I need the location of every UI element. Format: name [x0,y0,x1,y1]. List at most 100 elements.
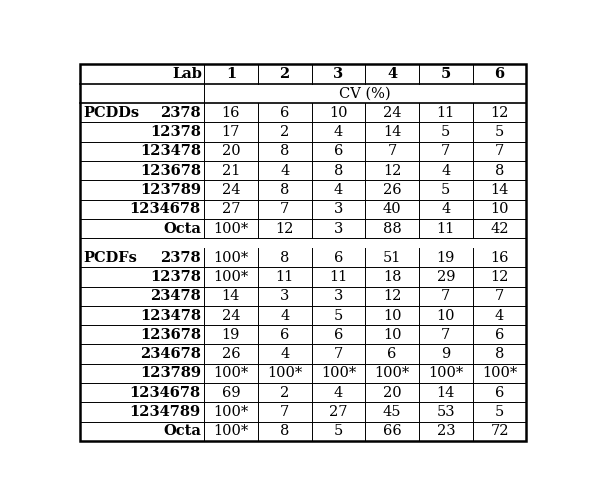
Text: 4: 4 [441,202,451,216]
Text: 27: 27 [221,202,240,216]
Text: 7: 7 [495,289,504,303]
Text: 12: 12 [491,270,509,284]
Text: 8: 8 [280,424,289,439]
Text: CV (%): CV (%) [339,86,391,100]
Text: 8: 8 [280,144,289,158]
Text: 10: 10 [383,308,401,322]
Text: 234678: 234678 [140,347,201,361]
Text: 6: 6 [280,328,289,342]
Text: 20: 20 [221,144,240,158]
Text: 11: 11 [436,106,455,120]
Text: 11: 11 [436,222,455,236]
Text: 24: 24 [383,106,401,120]
Text: 88: 88 [383,222,402,236]
Text: 3: 3 [280,289,289,303]
Text: 16: 16 [490,250,509,264]
Text: 100*: 100* [213,366,249,380]
Text: 12378: 12378 [150,125,201,139]
Text: 3: 3 [334,202,343,216]
Text: 26: 26 [221,347,240,361]
Text: 4: 4 [334,386,343,400]
Text: 18: 18 [383,270,401,284]
Text: 24: 24 [221,308,240,322]
Text: 45: 45 [383,405,401,419]
Text: 4: 4 [334,183,343,197]
Text: 3: 3 [333,67,343,81]
Text: 14: 14 [436,386,455,400]
Text: 10: 10 [383,328,401,342]
Text: 4: 4 [334,125,343,139]
Text: 10: 10 [490,202,509,216]
Text: 100*: 100* [321,366,356,380]
Text: 20: 20 [383,386,402,400]
Text: 12: 12 [276,222,294,236]
Text: 6: 6 [388,347,397,361]
Text: 100*: 100* [213,222,249,236]
Text: 2: 2 [280,125,289,139]
Text: 6: 6 [334,328,343,342]
Text: 17: 17 [221,125,240,139]
Text: 7: 7 [334,347,343,361]
Text: 7: 7 [441,328,451,342]
Text: 4: 4 [441,164,451,178]
Text: 3: 3 [334,222,343,236]
Text: 7: 7 [280,202,289,216]
Text: 66: 66 [383,424,402,439]
Text: 72: 72 [490,424,509,439]
Text: 1234789: 1234789 [130,405,201,419]
Text: 12: 12 [491,106,509,120]
Text: 6: 6 [495,328,504,342]
Text: 4: 4 [495,308,504,322]
Text: 14: 14 [221,289,240,303]
Text: 5: 5 [334,308,343,322]
Text: 42: 42 [490,222,509,236]
Text: 7: 7 [441,144,451,158]
Text: 5: 5 [334,424,343,439]
Text: 14: 14 [491,183,509,197]
Text: 5: 5 [495,125,504,139]
Text: 8: 8 [495,164,504,178]
Text: 2378: 2378 [160,106,201,120]
Text: 9: 9 [441,347,451,361]
Text: 123678: 123678 [140,164,201,178]
Text: 2: 2 [280,386,289,400]
Text: 2: 2 [280,67,290,81]
Text: 7: 7 [441,289,451,303]
Text: 1234678: 1234678 [130,386,201,400]
Text: 16: 16 [221,106,240,120]
Text: 23: 23 [436,424,455,439]
Text: 24: 24 [221,183,240,197]
Text: Octa: Octa [163,222,201,236]
Text: 8: 8 [495,347,504,361]
Text: 4: 4 [280,308,289,322]
Text: 19: 19 [436,250,455,264]
Text: 100*: 100* [213,405,249,419]
Text: 53: 53 [436,405,455,419]
Text: 1234678: 1234678 [130,202,201,216]
Text: 6: 6 [495,67,505,81]
Text: 5: 5 [495,405,504,419]
Text: 4: 4 [387,67,397,81]
Text: 14: 14 [383,125,401,139]
Text: 1: 1 [226,67,236,81]
Text: 100*: 100* [213,270,249,284]
Text: 10: 10 [436,308,455,322]
Text: 12378: 12378 [150,270,201,284]
Text: PCDFs: PCDFs [83,250,137,264]
Text: 100*: 100* [213,424,249,439]
Text: 26: 26 [383,183,402,197]
Text: 123789: 123789 [140,366,201,380]
Text: 5: 5 [441,67,451,81]
Text: 4: 4 [280,164,289,178]
Text: 100*: 100* [267,366,302,380]
Text: 7: 7 [495,144,504,158]
Text: PCDDs: PCDDs [83,106,140,120]
Text: Octa: Octa [163,424,201,439]
Text: 40: 40 [383,202,402,216]
Text: 5: 5 [441,125,451,139]
Text: 123478: 123478 [140,144,201,158]
Text: 6: 6 [334,144,343,158]
Text: 8: 8 [280,250,289,264]
Text: 12: 12 [383,289,401,303]
Text: 21: 21 [221,164,240,178]
